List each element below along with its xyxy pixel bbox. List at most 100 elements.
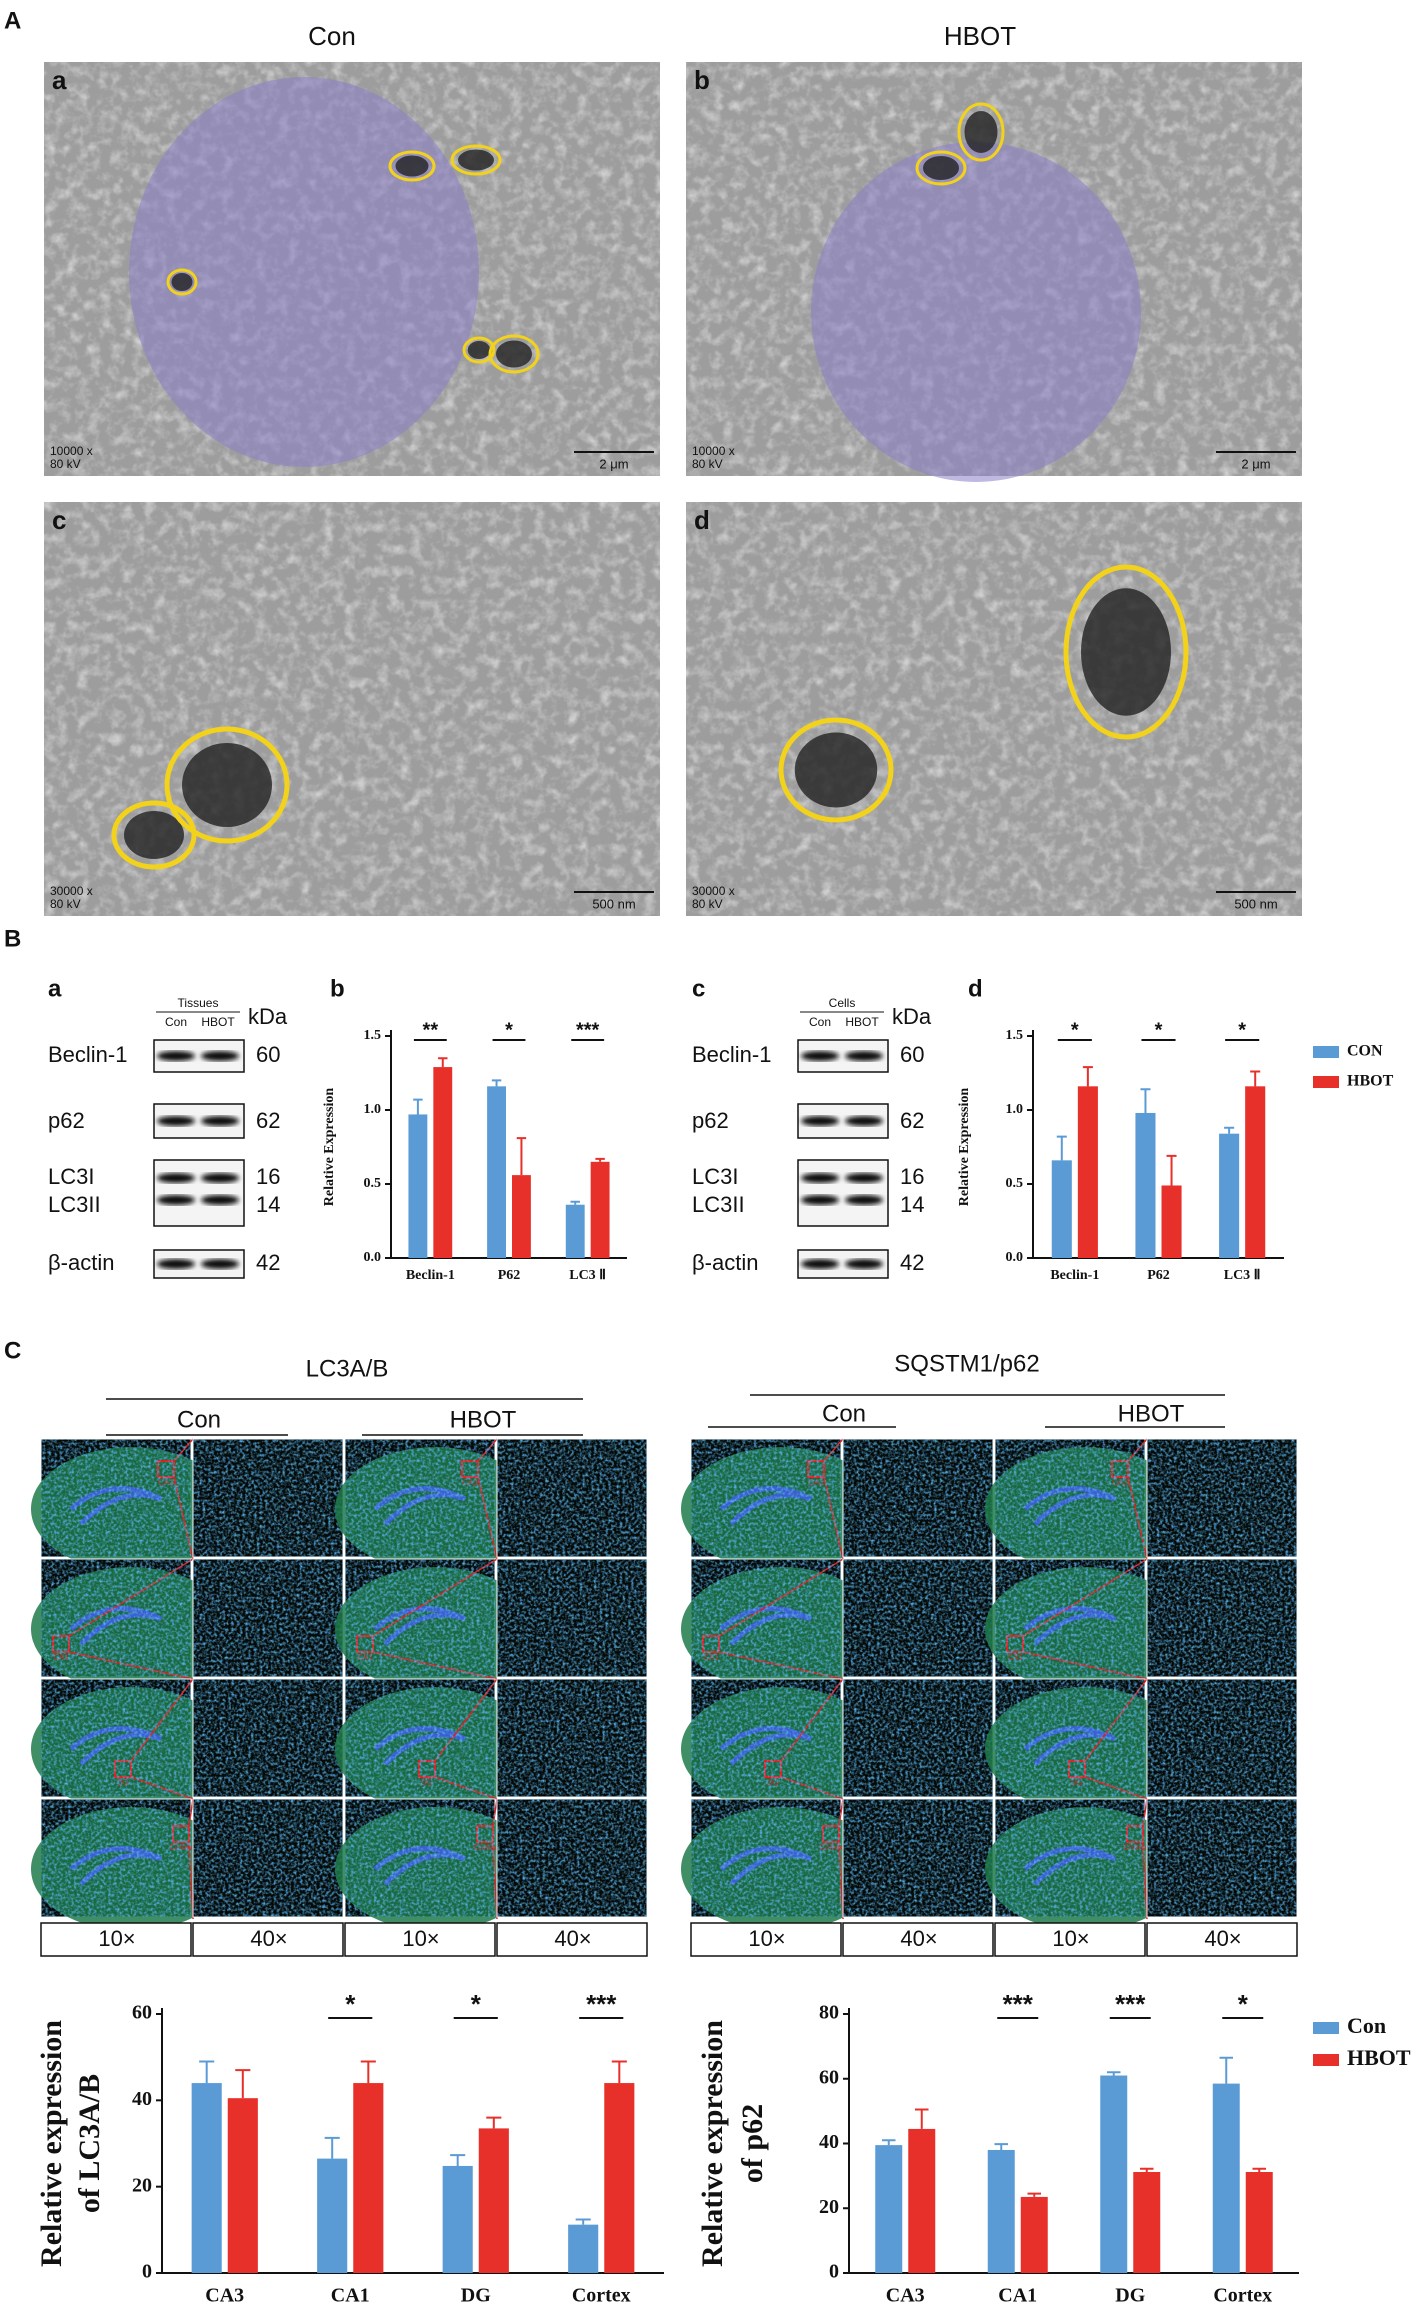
error-bar	[1140, 1088, 1151, 1113]
bar	[1133, 2171, 1161, 2273]
error-bar	[1056, 1135, 1067, 1161]
error-bar	[516, 1137, 527, 1176]
legend-label: Con	[1347, 2013, 1386, 2038]
voltage: 80 kV	[692, 457, 723, 471]
autophagosome	[496, 340, 532, 368]
fluorescence-texture	[193, 1439, 343, 1557]
x-tick-label: CA1	[331, 2285, 370, 2307]
mag-box	[192, 1922, 344, 1957]
legend-swatch	[1313, 2054, 1339, 2066]
autophagosome	[395, 155, 429, 177]
error-bar	[595, 1157, 605, 1162]
bar	[1161, 1185, 1182, 1258]
fluorescence-texture	[995, 1559, 1145, 1677]
panel-label: B	[4, 925, 21, 952]
error-bar	[486, 2116, 502, 2129]
group-title: HBOT	[1118, 1400, 1185, 1427]
column-title: Con	[308, 21, 356, 51]
y-tick-label: 1.0	[1006, 1102, 1024, 1117]
magnification-label: 10×	[748, 1926, 785, 1951]
mag-box	[842, 1922, 994, 1957]
bar	[565, 1204, 585, 1258]
bar	[568, 2224, 599, 2273]
x-tick-label: DG	[461, 2285, 491, 2307]
bar	[1077, 1086, 1098, 1258]
x-tick-label: LC3 Ⅱ	[1224, 1268, 1261, 1283]
mag-box	[1146, 1922, 1298, 1957]
y-tick-label: 60	[819, 2066, 839, 2088]
blot-box	[153, 1159, 245, 1227]
fluorescence-texture	[1147, 1799, 1297, 1917]
kda-unit: kDa	[248, 1004, 288, 1029]
column-title: HBOT	[944, 21, 1016, 51]
bar	[1245, 1086, 1266, 1258]
fluorescence-texture	[41, 1799, 191, 1917]
blot-band	[201, 1195, 239, 1205]
significance-label: *	[1155, 1019, 1163, 1041]
blot-band	[801, 1116, 839, 1126]
error-bar	[611, 2060, 627, 2084]
blot-band	[157, 1195, 195, 1205]
fluorescence-texture	[497, 1559, 647, 1677]
lane-label: Con	[165, 1015, 187, 1029]
image-letter: d	[694, 505, 710, 535]
band-kda: 62	[900, 1108, 924, 1133]
fluorescence-texture	[691, 1559, 841, 1677]
mag-box	[344, 1922, 496, 1957]
fluorescence-texture	[345, 1799, 495, 1917]
mag-box	[690, 1922, 842, 1957]
x-tick-label: Cortex	[572, 2285, 631, 2307]
y-axis-title: of p62	[736, 2104, 769, 2183]
magnification-label: 10×	[1052, 1926, 1089, 1951]
fluorescence-texture	[843, 1799, 993, 1917]
band-name: LC3I	[692, 1164, 738, 1189]
nucleus-overlay	[811, 142, 1141, 482]
significance-label: *	[505, 1019, 513, 1041]
micrograph-texture	[686, 502, 1302, 916]
autophagosome	[794, 732, 878, 808]
magnification-label: 40×	[1204, 1926, 1241, 1951]
highlight-ring	[778, 717, 894, 823]
magnification-label: 10×	[402, 1926, 439, 1951]
fluorescence-texture	[691, 1439, 841, 1557]
bar	[191, 2083, 222, 2273]
x-tick-label: CA3	[886, 2285, 925, 2307]
error-bar	[882, 2139, 896, 2146]
band-name: β-actin	[692, 1250, 758, 1275]
band-kda: 14	[900, 1192, 924, 1217]
band-name: Beclin-1	[48, 1042, 127, 1067]
blot-band	[157, 1259, 195, 1269]
mag-box	[40, 1922, 192, 1957]
scale-label: 500 nm	[592, 896, 635, 911]
error-bar	[413, 1098, 423, 1115]
band-name: LC3II	[48, 1192, 101, 1217]
voltage: 80 kV	[692, 897, 723, 911]
magnification-label: 40×	[554, 1926, 591, 1951]
highlight-ring	[957, 102, 1005, 162]
band-kda: 16	[900, 1164, 924, 1189]
fluorescence-texture	[995, 1799, 1145, 1917]
bar	[1135, 1112, 1156, 1258]
error-bar	[324, 2136, 340, 2159]
x-tick-label: CA1	[998, 2285, 1037, 2307]
magnification: 30000 x	[692, 884, 735, 898]
blot-band	[201, 1259, 239, 1269]
blot-band	[801, 1173, 839, 1183]
error-bar	[1107, 2071, 1121, 2076]
bar	[1051, 1160, 1072, 1258]
blot-band	[157, 1051, 195, 1061]
autophagosome	[964, 111, 998, 153]
fluorescence-texture	[691, 1679, 841, 1797]
y-tick-label: 40	[132, 2088, 152, 2110]
bar	[1100, 2075, 1128, 2273]
x-tick-label: Beclin-1	[1050, 1268, 1099, 1283]
scale-label: 2 μm	[1241, 456, 1270, 471]
x-tick-label: CA3	[205, 2285, 244, 2307]
blot-band	[801, 1259, 839, 1269]
error-bar	[491, 1079, 502, 1087]
nucleus-overlay	[129, 77, 479, 467]
error-bar	[1140, 2167, 1154, 2172]
autophagosome	[171, 273, 193, 291]
fluorescence-texture	[41, 1679, 191, 1797]
significance-label: *	[471, 1989, 482, 2019]
